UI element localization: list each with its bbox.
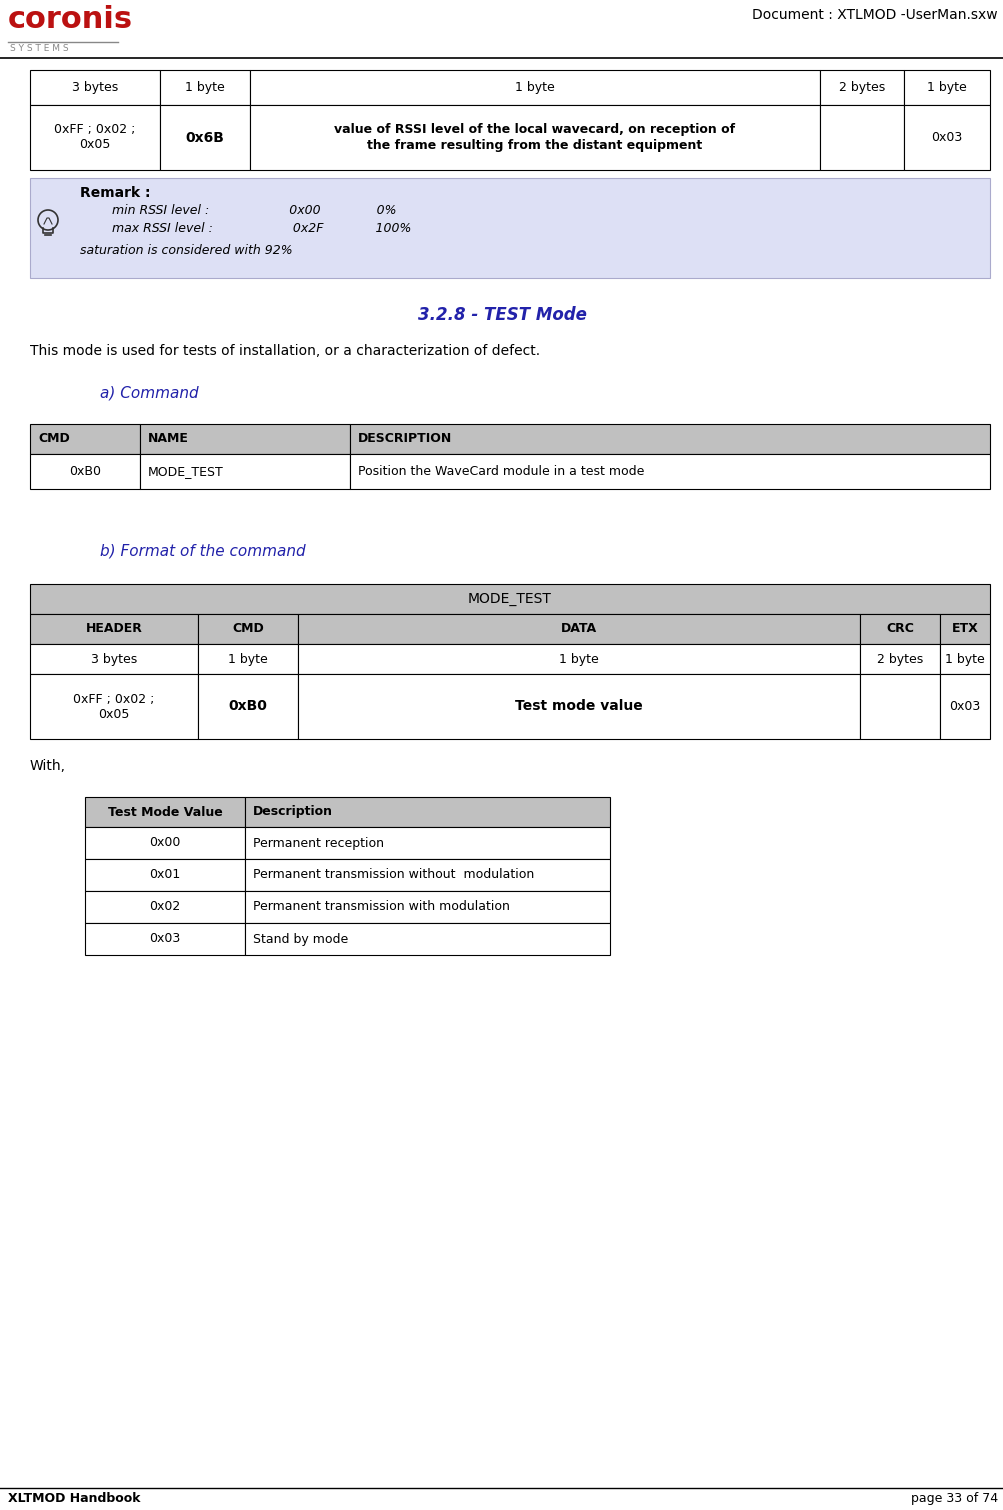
Bar bbox=[159, 69, 250, 106]
Bar bbox=[245, 891, 610, 923]
Text: saturation is considered with 92%: saturation is considered with 92% bbox=[80, 245, 292, 257]
Text: 2 bytes: 2 bytes bbox=[839, 82, 885, 94]
Bar bbox=[85, 859, 245, 891]
Bar bbox=[198, 643, 298, 673]
Text: 3 bytes: 3 bytes bbox=[72, 82, 118, 94]
Text: 0x6B: 0x6B bbox=[186, 130, 225, 145]
Text: page 33 of 74: page 33 of 74 bbox=[910, 1492, 997, 1505]
Bar bbox=[250, 69, 819, 106]
Text: CMD: CMD bbox=[38, 432, 69, 445]
Text: min RSSI level :                    0x00              0%: min RSSI level : 0x00 0% bbox=[80, 204, 396, 217]
Text: Permanent transmission with modulation: Permanent transmission with modulation bbox=[253, 900, 510, 914]
Text: Document : XTLMOD -UserMan.sxw: Document : XTLMOD -UserMan.sxw bbox=[751, 8, 997, 23]
Bar bbox=[85, 827, 245, 859]
Bar bbox=[903, 69, 989, 106]
Text: 0x02: 0x02 bbox=[149, 900, 181, 914]
Text: 3 bytes: 3 bytes bbox=[91, 652, 137, 666]
Text: Remark :: Remark : bbox=[80, 186, 150, 199]
Text: Test Mode Value: Test Mode Value bbox=[107, 805, 222, 818]
Text: 0xB0: 0xB0 bbox=[229, 699, 267, 714]
Text: 1 byte: 1 byte bbox=[559, 652, 598, 666]
Bar bbox=[860, 643, 939, 673]
Bar bbox=[30, 584, 989, 615]
Text: Stand by mode: Stand by mode bbox=[253, 933, 348, 945]
Text: S Y S T E M S: S Y S T E M S bbox=[10, 44, 68, 53]
Text: NAME: NAME bbox=[147, 432, 189, 445]
Bar bbox=[819, 106, 903, 171]
Bar bbox=[350, 455, 989, 489]
Bar bbox=[30, 673, 198, 738]
Bar bbox=[245, 827, 610, 859]
Text: 2 bytes: 2 bytes bbox=[876, 652, 922, 666]
Bar bbox=[139, 455, 350, 489]
Text: MODE_TEST: MODE_TEST bbox=[467, 592, 552, 606]
Text: 0xB0: 0xB0 bbox=[69, 465, 101, 479]
Bar bbox=[350, 424, 989, 455]
Text: b) Format of the command: b) Format of the command bbox=[100, 544, 305, 559]
Text: This mode is used for tests of installation, or a characterization of defect.: This mode is used for tests of installat… bbox=[30, 344, 540, 358]
Text: 0x03: 0x03 bbox=[949, 701, 980, 713]
Text: 1 byte: 1 byte bbox=[515, 82, 555, 94]
Bar bbox=[245, 797, 610, 827]
Bar bbox=[939, 643, 989, 673]
Text: With,: With, bbox=[30, 760, 66, 773]
Bar bbox=[250, 106, 819, 171]
Bar bbox=[939, 673, 989, 738]
Bar bbox=[139, 424, 350, 455]
Bar bbox=[860, 615, 939, 643]
Text: CRC: CRC bbox=[886, 622, 913, 636]
Text: coronis: coronis bbox=[8, 5, 133, 35]
Bar bbox=[298, 673, 860, 738]
Bar bbox=[245, 923, 610, 954]
Bar bbox=[245, 859, 610, 891]
Bar bbox=[30, 615, 198, 643]
Text: Description: Description bbox=[253, 805, 333, 818]
Bar bbox=[860, 673, 939, 738]
Bar bbox=[30, 424, 139, 455]
Bar bbox=[30, 643, 198, 673]
Text: value of RSSI level of the local wavecard, on reception of
the frame resulting f: value of RSSI level of the local wavecar… bbox=[334, 124, 735, 151]
Text: HEADER: HEADER bbox=[85, 622, 142, 636]
Bar bbox=[30, 178, 989, 278]
Bar bbox=[939, 615, 989, 643]
Text: DESCRIPTION: DESCRIPTION bbox=[358, 432, 451, 445]
Bar bbox=[298, 615, 860, 643]
Text: 0x03: 0x03 bbox=[931, 131, 962, 143]
Text: 3.2.8 - TEST Mode: 3.2.8 - TEST Mode bbox=[417, 307, 586, 325]
Bar bbox=[198, 673, 298, 738]
Text: ETX: ETX bbox=[951, 622, 977, 636]
Text: DATA: DATA bbox=[561, 622, 597, 636]
Text: 1 byte: 1 byte bbox=[228, 652, 268, 666]
Text: 0x03: 0x03 bbox=[149, 933, 181, 945]
Text: 0xFF ; 0x02 ;
0x05: 0xFF ; 0x02 ; 0x05 bbox=[54, 124, 135, 151]
Text: 1 byte: 1 byte bbox=[944, 652, 984, 666]
Bar bbox=[198, 615, 298, 643]
Text: a) Command: a) Command bbox=[100, 387, 199, 402]
Bar bbox=[30, 455, 139, 489]
Text: 0xFF ; 0x02 ;
0x05: 0xFF ; 0x02 ; 0x05 bbox=[73, 693, 154, 720]
Text: XLTMOD Handbook: XLTMOD Handbook bbox=[8, 1492, 140, 1505]
Text: 0x01: 0x01 bbox=[149, 868, 181, 882]
Text: CMD: CMD bbox=[232, 622, 264, 636]
Text: Permanent transmission without  modulation: Permanent transmission without modulatio… bbox=[253, 868, 534, 882]
Bar bbox=[30, 106, 159, 171]
Text: 0x00: 0x00 bbox=[149, 837, 181, 850]
Bar bbox=[85, 891, 245, 923]
Text: MODE_TEST: MODE_TEST bbox=[147, 465, 224, 479]
Text: 1 byte: 1 byte bbox=[926, 82, 966, 94]
Bar bbox=[819, 69, 903, 106]
Bar bbox=[85, 797, 245, 827]
Text: Permanent reception: Permanent reception bbox=[253, 837, 383, 850]
Text: 1 byte: 1 byte bbox=[185, 82, 225, 94]
Bar bbox=[298, 643, 860, 673]
Bar bbox=[85, 923, 245, 954]
Text: Position the WaveCard module in a test mode: Position the WaveCard module in a test m… bbox=[358, 465, 644, 479]
Bar bbox=[159, 106, 250, 171]
Bar bbox=[903, 106, 989, 171]
Text: max RSSI level :                    0x2F             100%: max RSSI level : 0x2F 100% bbox=[80, 222, 411, 236]
Bar bbox=[30, 69, 159, 106]
Text: Test mode value: Test mode value bbox=[515, 699, 642, 714]
